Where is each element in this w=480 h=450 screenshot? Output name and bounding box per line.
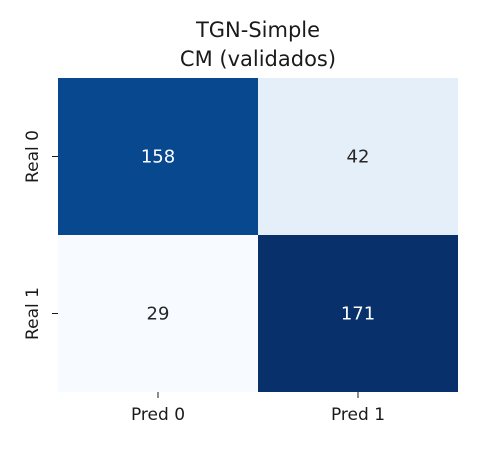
heatmap-cells <box>58 78 458 392</box>
heatmap-cell-r1-c1 <box>258 235 458 392</box>
cell-value-r1-c0: 29 <box>147 304 170 325</box>
y-tick-label-1: Real 1 <box>23 287 43 340</box>
y-tick-label-0: Real 0 <box>23 130 43 183</box>
cell-value-r1-c1: 171 <box>341 304 375 325</box>
x-axis-ticks: Pred 0 Pred 1 <box>131 392 385 425</box>
y-axis-ticks: Real 0 Real 1 <box>23 130 58 340</box>
cell-value-r0-c0: 158 <box>141 147 175 168</box>
heatmap-cell-labels: 158 42 29 171 <box>141 147 375 325</box>
heatmap-cell-r0-c0 <box>58 78 258 235</box>
cell-value-r0-c1: 42 <box>347 147 370 168</box>
x-tick-label-1: Pred 1 <box>331 405 385 425</box>
heatmap-cell-r0-c1 <box>258 78 458 235</box>
x-tick-label-0: Pred 0 <box>131 405 185 425</box>
chart-title-line-1: TGN-Simple <box>195 18 320 42</box>
chart-title-line-2: CM (validados) <box>180 47 336 71</box>
heatmap-cell-r1-c0 <box>58 235 258 392</box>
